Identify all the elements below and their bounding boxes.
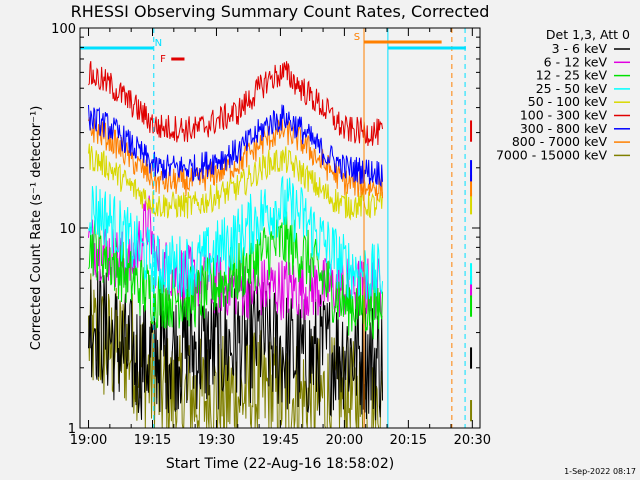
legend-entry-label: 7000 - 15000 keV	[496, 147, 607, 162]
series-12-25-kev	[88, 211, 473, 340]
x-tick-label: 20:15	[390, 433, 427, 448]
series-50-100-kev	[88, 143, 473, 221]
series-3-6-kev	[88, 268, 473, 421]
legend-entry-label: 300 - 800 keV	[520, 121, 608, 136]
x-tick-label: 19:45	[262, 433, 299, 448]
legend-entry-label: 12 - 25 keV	[536, 68, 608, 83]
x-axis: 19:00 19:15 19:30 19:45 20:00 20:15 20:30	[70, 28, 491, 448]
y-tick-label: 10	[59, 222, 76, 237]
plot-content: NF S	[80, 28, 473, 429]
series-trace	[88, 175, 383, 300]
flag-bar-f: F	[160, 54, 185, 65]
flag-bar-n: N	[80, 38, 162, 50]
series-100-300-kev	[88, 60, 473, 146]
legend-entry-label: 50 - 100 keV	[528, 94, 608, 109]
flag-bar-label: S	[354, 32, 360, 43]
x-tick-label: 19:15	[134, 433, 171, 448]
series-25-50-kev	[88, 175, 473, 300]
x-tick-label: 20:30	[454, 433, 491, 448]
legend-entry-label: 3 - 6 keV	[552, 41, 608, 56]
series-trace	[88, 60, 383, 146]
flag-bar-label: N	[155, 38, 162, 49]
x-tick-label: 20:00	[326, 433, 363, 448]
legend-entry-label: 6 - 12 keV	[544, 54, 608, 69]
timestamp: 1-Sep-2022 08:17	[564, 467, 636, 476]
flag-bar-label: F	[160, 54, 166, 65]
y-tick-label: 100	[51, 22, 76, 37]
y-tick-label: 1	[68, 422, 76, 437]
series-300-800-kev	[88, 104, 473, 188]
chart-title: RHESSI Observing Summary Count Rates, Co…	[71, 2, 490, 21]
series-trace	[88, 104, 383, 188]
legend-title: Det 1,3, Att 0	[546, 27, 630, 42]
y-axis: 1 10 100	[51, 22, 480, 437]
legend-entry-label: 100 - 300 keV	[520, 108, 608, 123]
series-trace	[88, 211, 383, 340]
x-axis-label: Start Time (22-Aug-16 18:58:02)	[166, 456, 394, 472]
flag-bar-s: S	[354, 32, 442, 44]
legend-entry-label: 25 - 50 keV	[536, 81, 608, 96]
series-trace	[88, 143, 383, 221]
x-tick-label: 19:00	[70, 433, 107, 448]
series-trace	[88, 117, 383, 201]
legend-entry-label: 800 - 7000 keV	[512, 134, 608, 149]
y-axis-label: Corrected Count Rate (s⁻¹ detector⁻¹)	[29, 106, 44, 351]
x-tick-label: 19:30	[198, 433, 235, 448]
series-trace	[88, 268, 383, 421]
